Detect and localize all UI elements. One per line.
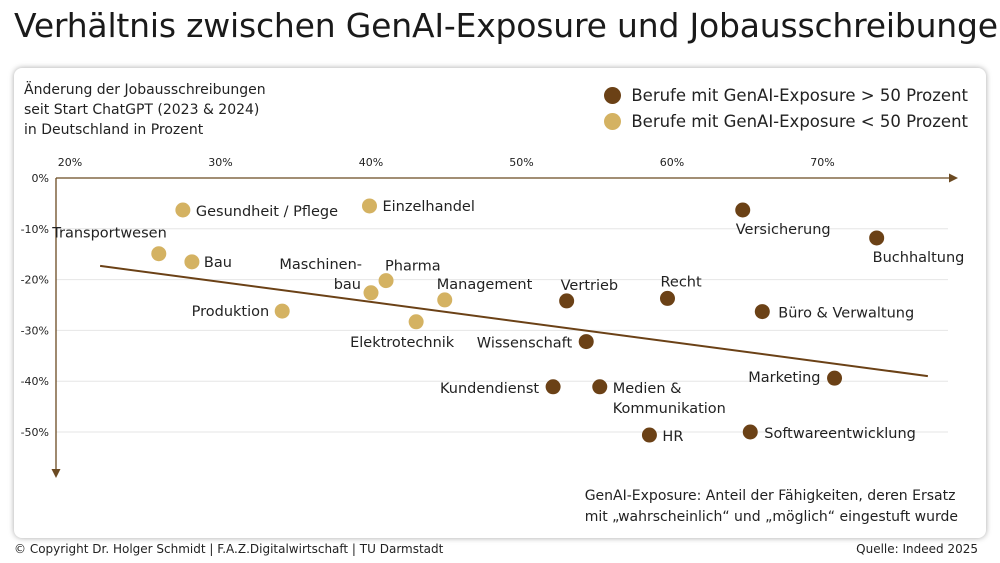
data-label: Versicherung: [736, 222, 831, 238]
y-tick-label: -50%: [21, 426, 49, 439]
x-tick-label: 20%: [58, 156, 82, 169]
data-point: [175, 202, 191, 218]
data-point: [742, 424, 758, 440]
x-tick-label: 50%: [509, 156, 533, 169]
legend-marker-low: [604, 112, 622, 130]
data-label: Büro & Verwaltung: [778, 306, 914, 322]
data-label: bau: [334, 277, 361, 293]
data-point: [151, 246, 167, 262]
data-point: [378, 273, 394, 289]
data-point: [659, 290, 675, 306]
data-label: Recht: [660, 274, 702, 290]
y-tick-label: -30%: [21, 324, 49, 337]
data-point: [363, 285, 379, 301]
y-tick-label: -10%: [21, 223, 49, 236]
data-point: [545, 379, 561, 395]
data-label: Marketing: [748, 370, 820, 386]
data-label: Management: [437, 277, 533, 293]
legend-item-low: Berufe mit GenAI-Exposure < 50 Prozent: [604, 108, 968, 134]
y-axis-title-line: seit Start ChatGPT (2023 & 2024): [24, 102, 260, 118]
legend-item-high: Berufe mit GenAI-Exposure > 50 Prozent: [604, 82, 968, 108]
data-label: Bau: [204, 255, 232, 271]
x-tick-label: 30%: [208, 156, 232, 169]
data-label: Vertrieb: [561, 278, 618, 294]
data-label: HR: [662, 429, 683, 445]
trend-line: [99, 264, 928, 378]
y-axis-title: Änderung der Jobausschreibungen seit Sta…: [24, 80, 266, 140]
data-label: Elektrotechnik: [350, 335, 455, 351]
data-point: [641, 427, 657, 443]
data-point: [592, 379, 608, 395]
data-point: [735, 202, 751, 218]
page-title: Verhältnis zwischen GenAI-Exposure und J…: [14, 6, 1000, 45]
y-axis-arrow: [51, 469, 61, 478]
data-point: [827, 370, 843, 386]
y-axis-title-line: in Deutschland in Prozent: [24, 122, 204, 138]
data-label: Gesundheit / Pflege: [196, 204, 338, 220]
data-point: [559, 293, 575, 309]
exposure-note-line: mit „wahrscheinlich“ und „möglich“ einge…: [584, 509, 958, 525]
data-label: Wissenschaft: [477, 336, 573, 352]
y-axis-title-line: Änderung der Jobausschreibungen: [24, 82, 266, 98]
x-axis-arrow: [949, 173, 958, 183]
x-tick-label: 40%: [359, 156, 383, 169]
data-point: [578, 334, 594, 350]
legend-marker-high: [604, 86, 622, 104]
y-tick-label: 0%: [32, 172, 49, 185]
data-label: Pharma: [385, 259, 441, 275]
copyright-footer: © Copyright Dr. Holger Schmidt | F.A.Z.D…: [14, 542, 444, 556]
data-point: [361, 198, 377, 214]
data-label: Buchhaltung: [873, 250, 965, 266]
source-footer: Quelle: Indeed 2025: [856, 542, 978, 556]
data-point: [754, 304, 770, 320]
data-point: [869, 230, 885, 246]
data-point: [408, 314, 424, 330]
y-tick-label: -20%: [21, 274, 49, 287]
legend: Berufe mit GenAI-Exposure > 50 Prozent B…: [604, 82, 968, 134]
data-label: Medien &: [613, 381, 682, 397]
x-tick-label: 70%: [810, 156, 834, 169]
y-tick-label: -40%: [21, 375, 49, 388]
legend-label-low: Berufe mit GenAI-Exposure < 50 Prozent: [631, 111, 968, 131]
data-point: [437, 292, 453, 308]
exposure-note: GenAI-Exposure: Anteil der Fähigkeiten, …: [585, 486, 958, 528]
data-label: Kommunikation: [613, 401, 726, 417]
chart-panel: [14, 68, 986, 538]
data-point: [274, 303, 290, 319]
data-label: Softwareentwicklung: [764, 426, 916, 442]
data-label: Produktion: [192, 304, 270, 320]
data-point: [184, 254, 200, 270]
data-label: Maschinen-: [279, 257, 362, 273]
data-label: Transportwesen: [51, 226, 167, 242]
exposure-note-line: GenAI-Exposure: Anteil der Fähigkeiten, …: [584, 488, 956, 504]
x-tick-label: 60%: [660, 156, 684, 169]
data-label: Einzelhandel: [382, 199, 474, 215]
data-label: Kundendienst: [440, 381, 539, 397]
legend-label-high: Berufe mit GenAI-Exposure > 50 Prozent: [631, 85, 968, 105]
